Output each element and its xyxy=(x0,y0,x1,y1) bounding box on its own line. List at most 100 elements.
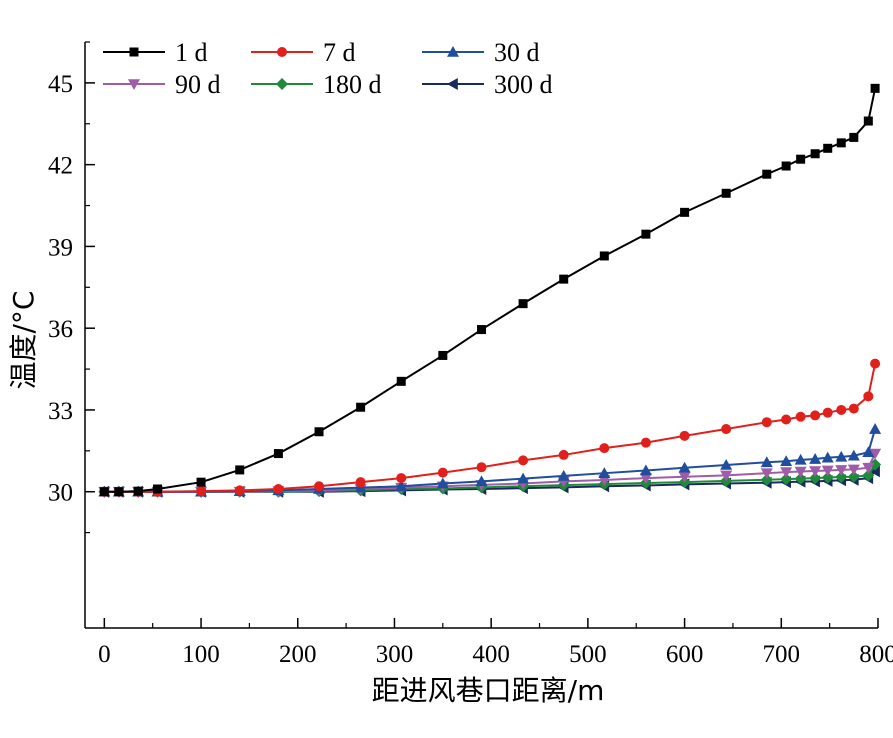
x-tick-label: 500 xyxy=(569,641,607,668)
legend-item: 7 d xyxy=(251,38,356,67)
y-tick-label: 42 xyxy=(48,153,73,180)
data-point xyxy=(810,410,821,421)
data-point xyxy=(558,449,569,460)
series-layer xyxy=(98,83,882,498)
x-tick-label: 700 xyxy=(763,641,801,668)
data-point xyxy=(599,251,609,261)
legend-item: 180 d xyxy=(251,70,382,99)
data-point xyxy=(114,487,124,497)
data-point xyxy=(557,469,570,481)
legend-marker xyxy=(129,47,139,57)
x-tick-label: 100 xyxy=(182,641,220,668)
data-point xyxy=(639,473,652,485)
data-point xyxy=(835,465,848,476)
data-point xyxy=(780,455,793,466)
data-point xyxy=(863,116,873,126)
legend: 1 d 7 d 30 d 90 d 180 d 300 d xyxy=(103,38,553,99)
data-point xyxy=(810,149,820,159)
data-point xyxy=(396,473,407,484)
data-point xyxy=(355,477,366,488)
data-point xyxy=(314,427,324,437)
data-point xyxy=(273,483,284,494)
series-1d xyxy=(99,83,880,497)
data-point xyxy=(680,207,690,217)
legend-label: 300 d xyxy=(494,70,553,99)
data-point xyxy=(559,274,569,284)
y-tick-label: 33 xyxy=(48,398,73,425)
x-axis-title: 距进风巷口距离/m xyxy=(372,674,605,707)
data-point xyxy=(862,446,875,457)
legend-item: 300 d xyxy=(422,70,553,99)
data-point xyxy=(437,467,448,478)
data-point xyxy=(678,461,691,473)
legend-item: 30 d xyxy=(422,38,540,67)
data-point xyxy=(862,469,875,482)
data-point xyxy=(760,456,773,468)
data-point xyxy=(870,83,880,93)
legend-label: 180 d xyxy=(323,70,382,99)
data-point xyxy=(869,423,882,434)
data-point xyxy=(823,143,833,153)
data-point xyxy=(781,414,792,425)
data-point xyxy=(870,358,881,369)
data-point xyxy=(849,132,859,142)
data-point xyxy=(598,467,611,478)
data-point xyxy=(780,467,793,479)
legend-item: 90 d xyxy=(103,70,221,99)
data-point xyxy=(821,451,834,463)
data-point xyxy=(436,477,449,489)
data-point xyxy=(395,480,408,492)
data-point xyxy=(475,475,488,487)
x-tick-label: 200 xyxy=(279,641,317,668)
legend-label: 7 d xyxy=(323,38,356,67)
legend-label: 30 d xyxy=(494,38,540,67)
data-point xyxy=(314,481,325,492)
data-point xyxy=(518,299,528,309)
data-point xyxy=(438,350,448,360)
data-point xyxy=(517,472,530,484)
data-point xyxy=(760,468,773,480)
legend-label: 90 d xyxy=(175,70,221,99)
data-point xyxy=(847,464,860,476)
data-point xyxy=(477,325,486,335)
series-line xyxy=(104,88,877,493)
data-point xyxy=(836,404,847,415)
x-tick-label: 600 xyxy=(666,641,704,668)
legend-marker xyxy=(128,79,140,90)
data-point xyxy=(862,462,875,474)
data-point xyxy=(133,486,143,496)
x-tick-label: 400 xyxy=(472,641,510,668)
series-line xyxy=(104,463,876,493)
data-point xyxy=(781,161,791,171)
data-point xyxy=(196,477,206,487)
data-point xyxy=(821,471,834,484)
data-point xyxy=(518,455,529,466)
y-axis-title: 温度/°C xyxy=(7,291,40,390)
data-point xyxy=(679,430,690,441)
x-tick-label: 300 xyxy=(376,641,414,668)
data-point xyxy=(640,437,651,448)
series-line xyxy=(104,453,877,493)
data-point xyxy=(836,138,846,148)
data-point xyxy=(235,465,245,475)
data-point xyxy=(794,453,807,465)
data-point xyxy=(599,443,610,454)
legend-marker xyxy=(277,47,287,57)
data-point xyxy=(761,417,772,428)
data-point xyxy=(794,472,807,485)
data-point xyxy=(869,448,882,460)
legend-item: 1 d xyxy=(103,38,208,67)
data-point xyxy=(809,453,822,464)
legend-marker xyxy=(276,78,288,90)
data-point xyxy=(678,471,691,483)
data-point xyxy=(847,470,860,483)
data-point xyxy=(760,473,773,486)
data-point xyxy=(273,449,283,459)
data-point xyxy=(835,450,848,462)
data-point xyxy=(762,169,772,179)
data-point xyxy=(794,466,807,478)
series-line xyxy=(104,363,877,493)
y-tick-label: 45 xyxy=(48,71,73,98)
data-point xyxy=(639,464,652,476)
